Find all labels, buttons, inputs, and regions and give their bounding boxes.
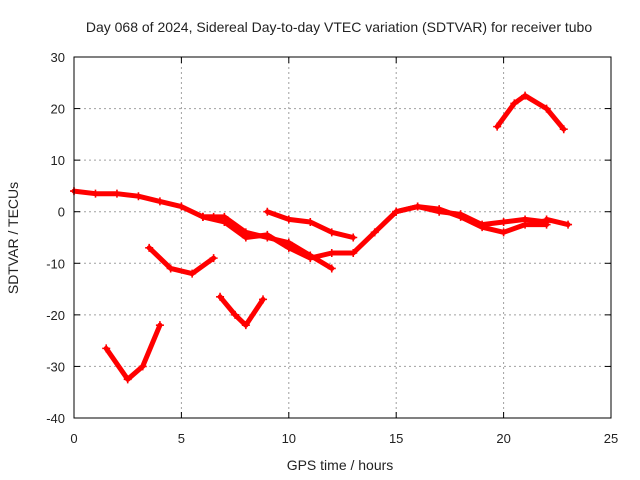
series-trace	[146, 245, 217, 277]
series-trace	[103, 322, 163, 382]
data-point	[188, 269, 197, 278]
data-point	[102, 344, 111, 353]
data-point	[499, 218, 508, 227]
x-axis: 0 5 10 15 20 25	[70, 57, 618, 446]
y-tick-label: 0	[58, 205, 65, 220]
data-point	[521, 220, 530, 229]
series-arc-4	[263, 207, 358, 242]
data-point	[259, 295, 268, 304]
data-point	[499, 228, 508, 237]
data-point	[123, 375, 132, 384]
x-tick-label: 25	[604, 431, 618, 446]
data-point	[542, 104, 551, 113]
data-point	[349, 248, 358, 257]
series-arc-6	[542, 215, 573, 229]
data-point	[177, 202, 186, 211]
data-point	[392, 207, 401, 216]
data-point	[263, 207, 272, 216]
series-arc-8	[102, 321, 164, 384]
data-point	[327, 264, 336, 273]
data-point	[166, 264, 175, 273]
x-tick-label: 10	[282, 431, 296, 446]
data-point	[216, 292, 225, 301]
data-point	[542, 215, 551, 224]
y-tick-label: -40	[46, 411, 65, 426]
y-tick-label: -20	[46, 308, 65, 323]
data-point	[138, 362, 147, 371]
data-point	[559, 125, 568, 134]
x-tick-label: 0	[70, 431, 77, 446]
series-arc-3	[198, 212, 336, 273]
data-point	[220, 212, 229, 221]
series-trace	[217, 294, 266, 328]
data-point	[327, 228, 336, 237]
data-point	[263, 233, 272, 242]
data-point	[435, 205, 444, 214]
chart-title: Day 068 of 2024, Sidereal Day-to-day VTE…	[86, 19, 593, 35]
data-point	[456, 212, 465, 221]
data-point	[306, 218, 315, 227]
y-tick-label: 20	[51, 102, 65, 117]
data-point	[349, 233, 358, 242]
plot-frame	[73, 56, 612, 419]
data-point	[145, 243, 154, 252]
data-point	[564, 220, 573, 229]
x-tick-label: 5	[178, 431, 185, 446]
y-axis: -40 -30 -20 -10 0 10 20 30	[46, 50, 611, 426]
y-axis-label: SDTVAR / TECUs	[5, 182, 21, 294]
data-point	[91, 189, 100, 198]
x-axis-label: GPS time / hours	[287, 457, 394, 473]
y-tick-label: 10	[51, 153, 65, 168]
x-tick-label: 20	[496, 431, 510, 446]
data-point	[112, 189, 121, 198]
data-point	[241, 321, 250, 330]
data-point	[155, 197, 164, 206]
data-point	[478, 223, 487, 232]
data-point	[413, 202, 422, 211]
data-point	[198, 212, 207, 221]
data-point	[241, 228, 250, 237]
data-point	[306, 251, 315, 260]
data-point	[370, 228, 379, 237]
data-point	[284, 238, 293, 247]
data-point	[510, 99, 519, 108]
series-arc-10	[493, 91, 568, 134]
y-tick-label: -10	[46, 256, 65, 271]
data-point	[209, 254, 218, 263]
data-point	[134, 192, 143, 201]
series-trace	[544, 216, 571, 228]
data-point	[327, 248, 336, 257]
series-arc-7	[145, 243, 218, 278]
y-tick-label: 30	[51, 50, 65, 65]
x-tick-label: 15	[389, 431, 403, 446]
data-point	[284, 215, 293, 224]
data-point	[231, 310, 240, 319]
data-point	[155, 321, 164, 330]
data-series	[70, 91, 573, 384]
data-point	[521, 91, 530, 100]
y-tick-label: -30	[46, 359, 65, 374]
data-point	[493, 122, 502, 131]
series-arc-9	[216, 292, 268, 330]
